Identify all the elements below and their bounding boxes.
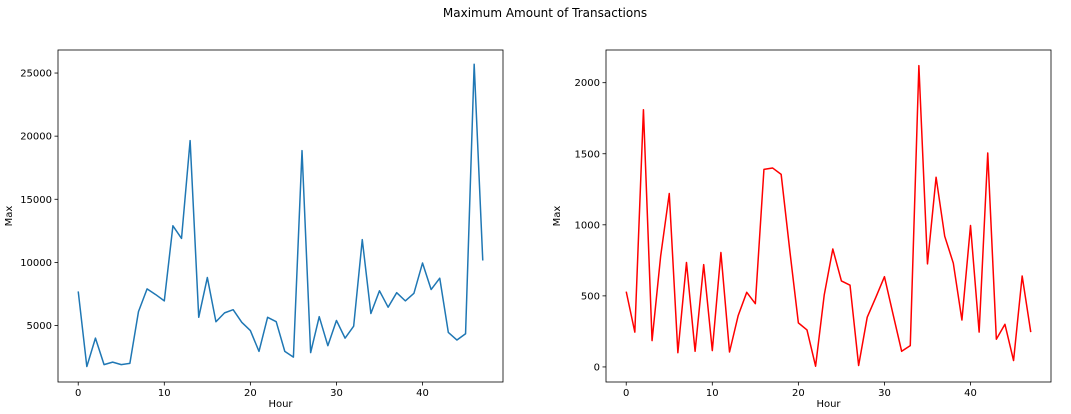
x-tick-label: 40 <box>964 388 977 399</box>
left-subplot: 0 10 20 30 40 5000 10000 15000 20000 25000 Hour Max <box>4 49 504 410</box>
series-line <box>77 63 484 368</box>
y-tick-label: 500 <box>581 291 600 302</box>
right-subplot: 0 10 20 30 40 0 500 1000 1500 2000 Hour Max <box>552 49 1052 410</box>
x-tick-label: 40 <box>416 388 429 399</box>
x-axis-label: Hour <box>268 399 293 410</box>
series-line <box>625 64 1032 367</box>
axes-frame <box>57 49 504 383</box>
y-tick-label: 1000 <box>575 220 600 231</box>
x-tick-label: 0 <box>75 388 81 399</box>
x-tick-label: 0 <box>623 388 629 399</box>
y-tick-label: 2000 <box>575 78 600 89</box>
y-tick-label: 10000 <box>20 258 52 269</box>
x-axis-label: Hour <box>816 399 841 410</box>
x-tick-label: 10 <box>706 388 719 399</box>
figure-title: Maximum Amount of Transactions <box>443 6 647 20</box>
y-tick-label: 15000 <box>20 195 52 206</box>
y-axis-label: Max <box>4 206 15 227</box>
x-tick-label: 10 <box>158 388 171 399</box>
x-tick-label: 20 <box>792 388 805 399</box>
y-tick-label: 0 <box>594 362 600 373</box>
x-tick-label: 20 <box>244 388 257 399</box>
y-tick-label: 25000 <box>20 69 52 80</box>
y-axis-label: Max <box>552 206 563 227</box>
x-tick-label: 30 <box>878 388 891 399</box>
x-tick-label: 30 <box>330 388 343 399</box>
y-tick-label: 20000 <box>20 132 52 143</box>
axes-frame <box>605 49 1052 383</box>
y-tick-label: 5000 <box>27 321 52 332</box>
y-tick-label: 1500 <box>575 149 600 160</box>
